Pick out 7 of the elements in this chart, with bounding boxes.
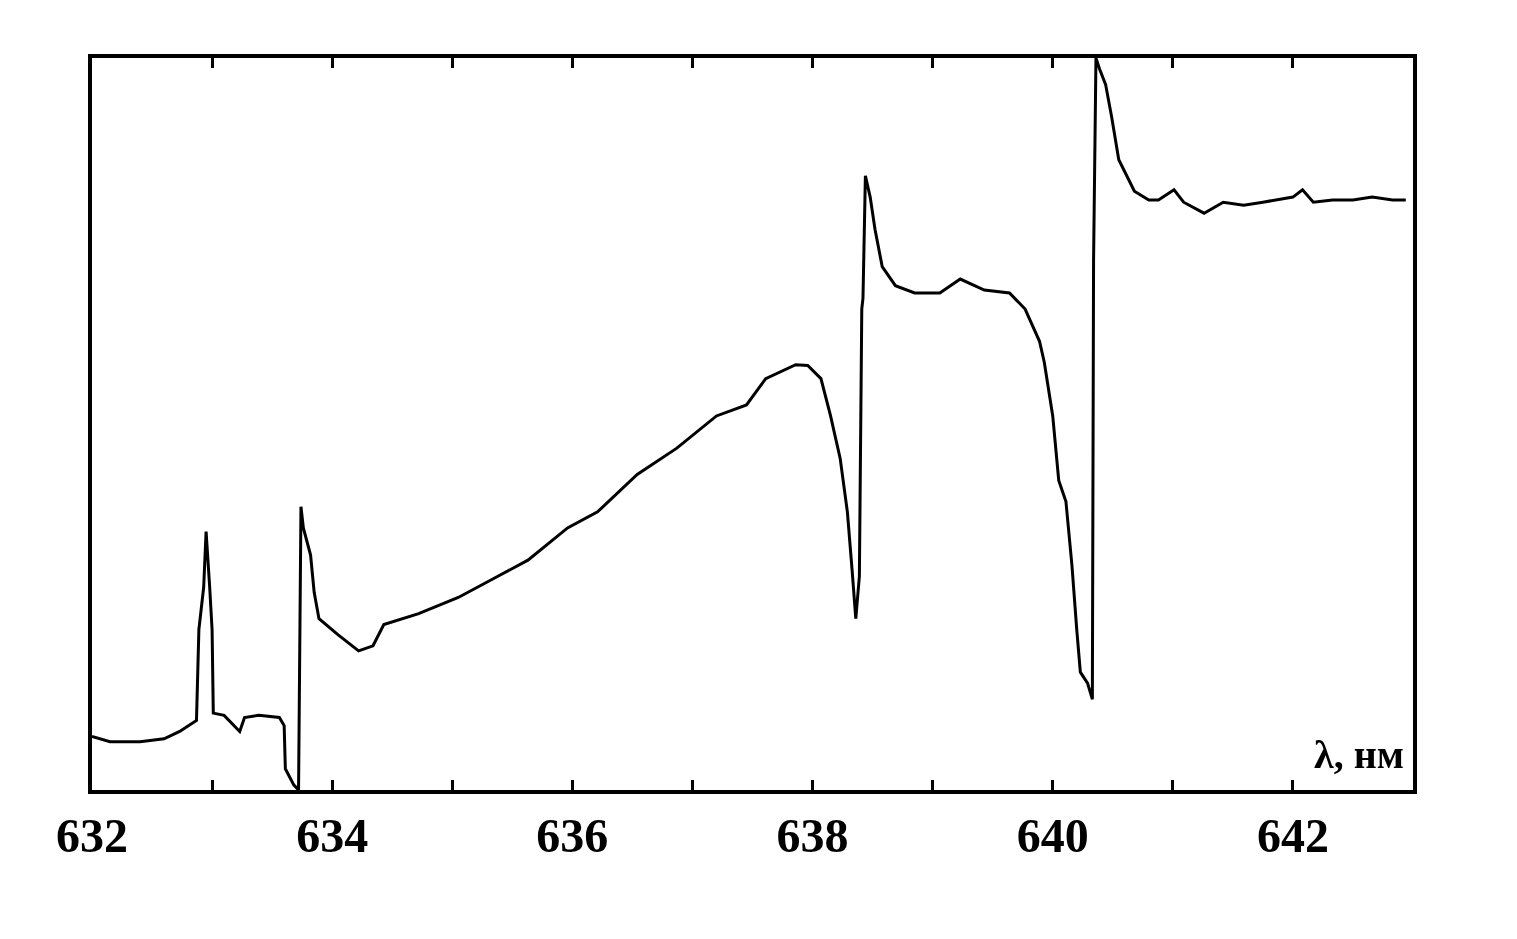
x-tick-label: 642 [1256,808,1329,862]
x-tick-label: 636 [536,808,609,862]
x-tick-label: 640 [1016,808,1089,862]
x-axis-title: λ, нм [1314,732,1404,777]
x-tick-label: 632 [56,808,128,862]
x-tick-label: 638 [776,808,849,862]
x-tick-label: 634 [296,808,369,862]
